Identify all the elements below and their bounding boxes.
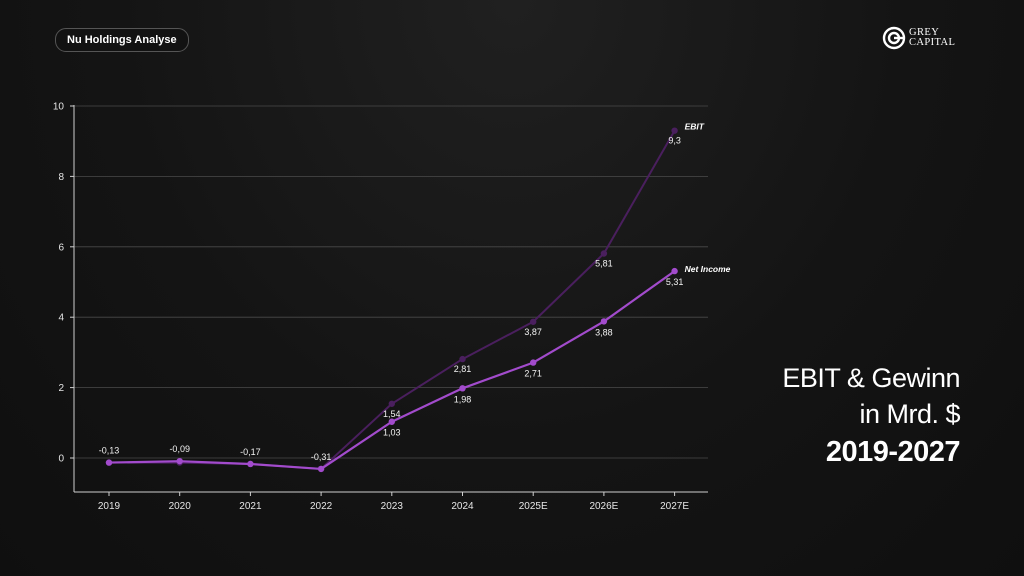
- net-income-data-label-2027E: 5,31: [666, 277, 684, 287]
- net-income-data-label-2023: 1,03: [383, 428, 401, 438]
- x-tick-label-2025E: 2025E: [519, 501, 548, 512]
- grey-capital-logo-icon: [882, 26, 906, 50]
- net-income-point-2023: [388, 418, 395, 425]
- net-income-series-label: Net Income: [685, 264, 731, 274]
- y-tick-label-4: 4: [58, 313, 64, 324]
- y-tick-label-8: 8: [58, 172, 64, 183]
- net-income-data-label-2022: -0,31: [311, 452, 332, 462]
- net-income-point-2024: [459, 385, 466, 392]
- x-tick-label-2027E: 2027E: [660, 501, 689, 512]
- grey-capital-logo: GREY CAPITAL: [882, 26, 955, 50]
- chart-title-block: EBIT & Gewinn in Mrd. $ 2019-2027: [782, 360, 960, 472]
- logo-line-2: CAPITAL: [909, 37, 956, 48]
- ebit-point-2024: [459, 355, 466, 363]
- ebit-data-label-2027E: 9,3: [668, 136, 681, 146]
- x-tick-label-2019: 2019: [98, 501, 121, 512]
- net-income-data-label-2020: -0,09: [169, 444, 190, 454]
- x-tick-label-2021: 2021: [239, 501, 262, 512]
- ebit-data-label-2025E: 3,87: [524, 327, 542, 337]
- net-income-data-label-2019: -0,13: [99, 446, 120, 456]
- net-income-point-2021: [247, 460, 254, 468]
- net-income-data-label-2025E: 2,71: [524, 369, 542, 379]
- net-income-line: [108, 270, 676, 471]
- net-income-point-2027E: [671, 267, 678, 275]
- net-income-data-label-2021: -0,17: [240, 447, 261, 457]
- ebit-data-label-2026E: 5,81: [595, 258, 613, 268]
- x-tick-label-2020: 2020: [169, 501, 192, 512]
- x-tick-label-2022: 2022: [310, 501, 333, 512]
- x-tick-label-2023: 2023: [381, 501, 404, 512]
- net-income-point-2020: [176, 457, 183, 465]
- x-tick-label-2024: 2024: [451, 501, 474, 512]
- ebit-data-label-2024: 2,81: [454, 364, 472, 374]
- ebit-series-label: EBIT: [685, 122, 705, 132]
- ebit-point-2023: [388, 400, 395, 407]
- x-tick-label-2026E: 2026E: [589, 501, 618, 512]
- net-income-data-label-2024: 1,98: [454, 394, 472, 404]
- net-income-point-2022: [317, 465, 325, 473]
- y-tick-label-6: 6: [58, 242, 64, 253]
- ebit-point-2026E: [600, 250, 608, 257]
- net-income-point-2026E: [600, 318, 608, 325]
- net-income-data-label-2026E: 3,88: [595, 327, 613, 337]
- title-line-1: EBIT & Gewinn: [782, 363, 960, 393]
- ebit-point-2027E: [671, 127, 678, 134]
- ebit-point-2025E: [530, 318, 537, 325]
- logo-line-1: GREY: [909, 27, 940, 38]
- net-income-point-2025E: [530, 359, 537, 366]
- y-tick-label-0: 0: [58, 454, 64, 465]
- ebit-data-label-2023: 1,54: [383, 409, 401, 419]
- y-tick-label-10: 10: [53, 102, 65, 113]
- report-badge: Nu Holdings Analyse: [55, 28, 189, 52]
- title-line-2: in Mrd. $: [859, 399, 960, 429]
- net-income-point-2019: [105, 459, 113, 466]
- y-tick-label-2: 2: [58, 383, 64, 394]
- title-line-3: 2019-2027: [825, 436, 961, 468]
